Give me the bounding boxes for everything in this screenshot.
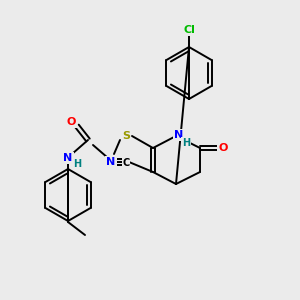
Text: Cl: Cl bbox=[183, 25, 195, 35]
Text: N: N bbox=[106, 157, 116, 167]
Text: O: O bbox=[66, 117, 76, 127]
Text: N: N bbox=[63, 153, 73, 163]
Text: H: H bbox=[182, 138, 190, 148]
Text: N: N bbox=[174, 130, 184, 140]
Text: H: H bbox=[73, 159, 81, 169]
Text: O: O bbox=[218, 143, 228, 153]
Text: C: C bbox=[122, 158, 130, 168]
Text: S: S bbox=[122, 131, 130, 141]
